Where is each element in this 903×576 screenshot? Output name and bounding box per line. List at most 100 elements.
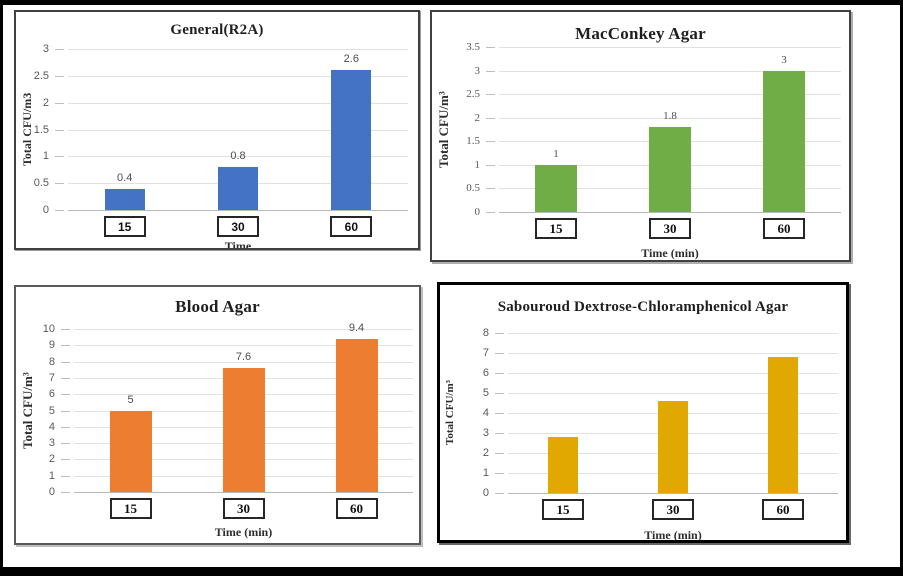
bar-30min (218, 167, 258, 210)
gridline (68, 102, 408, 104)
y-tick-label: 1 (48, 469, 55, 482)
y-tick-mark (55, 129, 64, 131)
gridline (499, 94, 841, 96)
y-tick-mark (61, 329, 70, 330)
bar-60min (768, 357, 798, 493)
bar-60min (331, 70, 372, 210)
y-tick-label: 5 (482, 387, 489, 399)
y-tick-label: 6 (482, 367, 489, 379)
gridline (508, 333, 838, 334)
y-tick-mark (486, 141, 495, 143)
bar-30min (658, 401, 688, 493)
bar-data-label: 0.8 (230, 150, 246, 163)
x-category-label: 30 (649, 218, 691, 239)
y-tick-mark (55, 49, 64, 50)
gridline (68, 129, 408, 131)
y-tick-label: 0 (474, 206, 481, 218)
x-category-label: 15 (542, 499, 584, 520)
chart-panel-macconkey-agar: MacConkey Agar Total CFU/m³ Time (min) 0… (430, 10, 851, 262)
bar-15min (104, 188, 145, 210)
y-tick-label: 1.5 (33, 123, 49, 136)
y-tick-label: 7 (482, 347, 489, 359)
gridline (74, 329, 413, 330)
y-tick-label: 9 (48, 339, 55, 352)
x-axis-title: Time (min) (641, 246, 699, 260)
x-category-label: 15 (535, 218, 577, 239)
y-tick-mark (495, 413, 504, 414)
y-tick-mark (61, 410, 70, 412)
y-tick-label: 1 (42, 150, 49, 163)
bar-data-label: 1.8 (663, 110, 677, 123)
y-tick-mark (495, 333, 504, 334)
y-tick-label: 8 (482, 327, 489, 339)
y-tick-label: 6 (48, 388, 55, 401)
y-tick-label: 3 (482, 427, 489, 439)
y-tick-label: 7 (48, 371, 55, 384)
y-tick-mark (495, 433, 504, 434)
y-tick-mark (486, 70, 495, 72)
y-tick-mark (61, 361, 70, 363)
y-tick-mark (55, 156, 64, 158)
y-tick-label: 3 (48, 437, 55, 450)
bar-15min (548, 437, 578, 493)
y-tick-label: 3 (474, 64, 481, 77)
gridline (499, 117, 841, 119)
y-tick-label: 2 (48, 453, 55, 466)
y-tick-mark (55, 102, 64, 104)
y-tick-mark (55, 183, 64, 185)
y-tick-label: 3 (42, 43, 49, 55)
chart-panel-sabouroud-agar: Sabouroud Dextrose-Chloramphenicol Agar … (437, 282, 849, 543)
y-tick-mark (61, 377, 70, 379)
y-tick-label: 2 (42, 96, 49, 109)
y-tick-mark (495, 373, 504, 374)
y-tick-label: 1.5 (466, 135, 480, 148)
y-tick-mark (61, 426, 70, 428)
y-tick-label: 1 (482, 467, 489, 479)
gridline (74, 345, 413, 347)
y-tick-label: 3.5 (466, 41, 480, 53)
x-category-label: 60 (335, 498, 378, 519)
gridline (499, 47, 841, 48)
y-tick-label: 0 (42, 204, 49, 216)
gridline (68, 156, 408, 158)
y-tick-mark (495, 393, 504, 394)
y-tick-mark (61, 492, 70, 493)
y-tick-mark (486, 117, 495, 119)
y-tick-label: 0 (48, 486, 55, 498)
y-tick-mark (495, 493, 504, 494)
y-tick-mark (55, 75, 64, 77)
y-tick-mark (495, 473, 504, 474)
y-tick-label: 8 (48, 355, 55, 368)
x-category-label: 30 (222, 498, 265, 519)
y-tick-mark (61, 443, 70, 445)
x-category-label: 30 (217, 216, 259, 237)
y-tick-mark (486, 188, 495, 190)
bar-15min (109, 410, 152, 492)
chart-title: Blood Agar (175, 297, 260, 316)
bar-30min (222, 368, 265, 492)
gridline (68, 49, 408, 50)
x-axis-line (68, 210, 408, 211)
y-tick-label: 0.5 (466, 182, 480, 195)
bar-15min (535, 164, 577, 212)
bar-60min (763, 70, 805, 212)
x-category-label: 15 (109, 498, 152, 519)
y-tick-mark (61, 475, 70, 477)
bar-data-label: 5 (127, 393, 134, 406)
y-tick-mark (495, 453, 504, 454)
x-category-label: 60 (330, 216, 373, 237)
y-tick-mark (486, 164, 495, 166)
x-axis-title: Time (min) (214, 525, 273, 539)
y-tick-label: 0 (482, 487, 489, 499)
bar-data-label: 0.4 (117, 171, 133, 184)
y-tick-label: 0.5 (33, 177, 49, 190)
y-tick-label: 2 (482, 447, 489, 459)
bar-data-label: 3 (781, 53, 787, 66)
chart-panel-general-r2a: General(R2A) Total CFU/m3 Time 0 0.5 1 1.5 2… (14, 10, 420, 250)
gridline (68, 75, 408, 77)
y-tick-mark (486, 94, 495, 96)
x-category-label: 15 (103, 216, 146, 237)
y-tick-mark (61, 459, 70, 461)
